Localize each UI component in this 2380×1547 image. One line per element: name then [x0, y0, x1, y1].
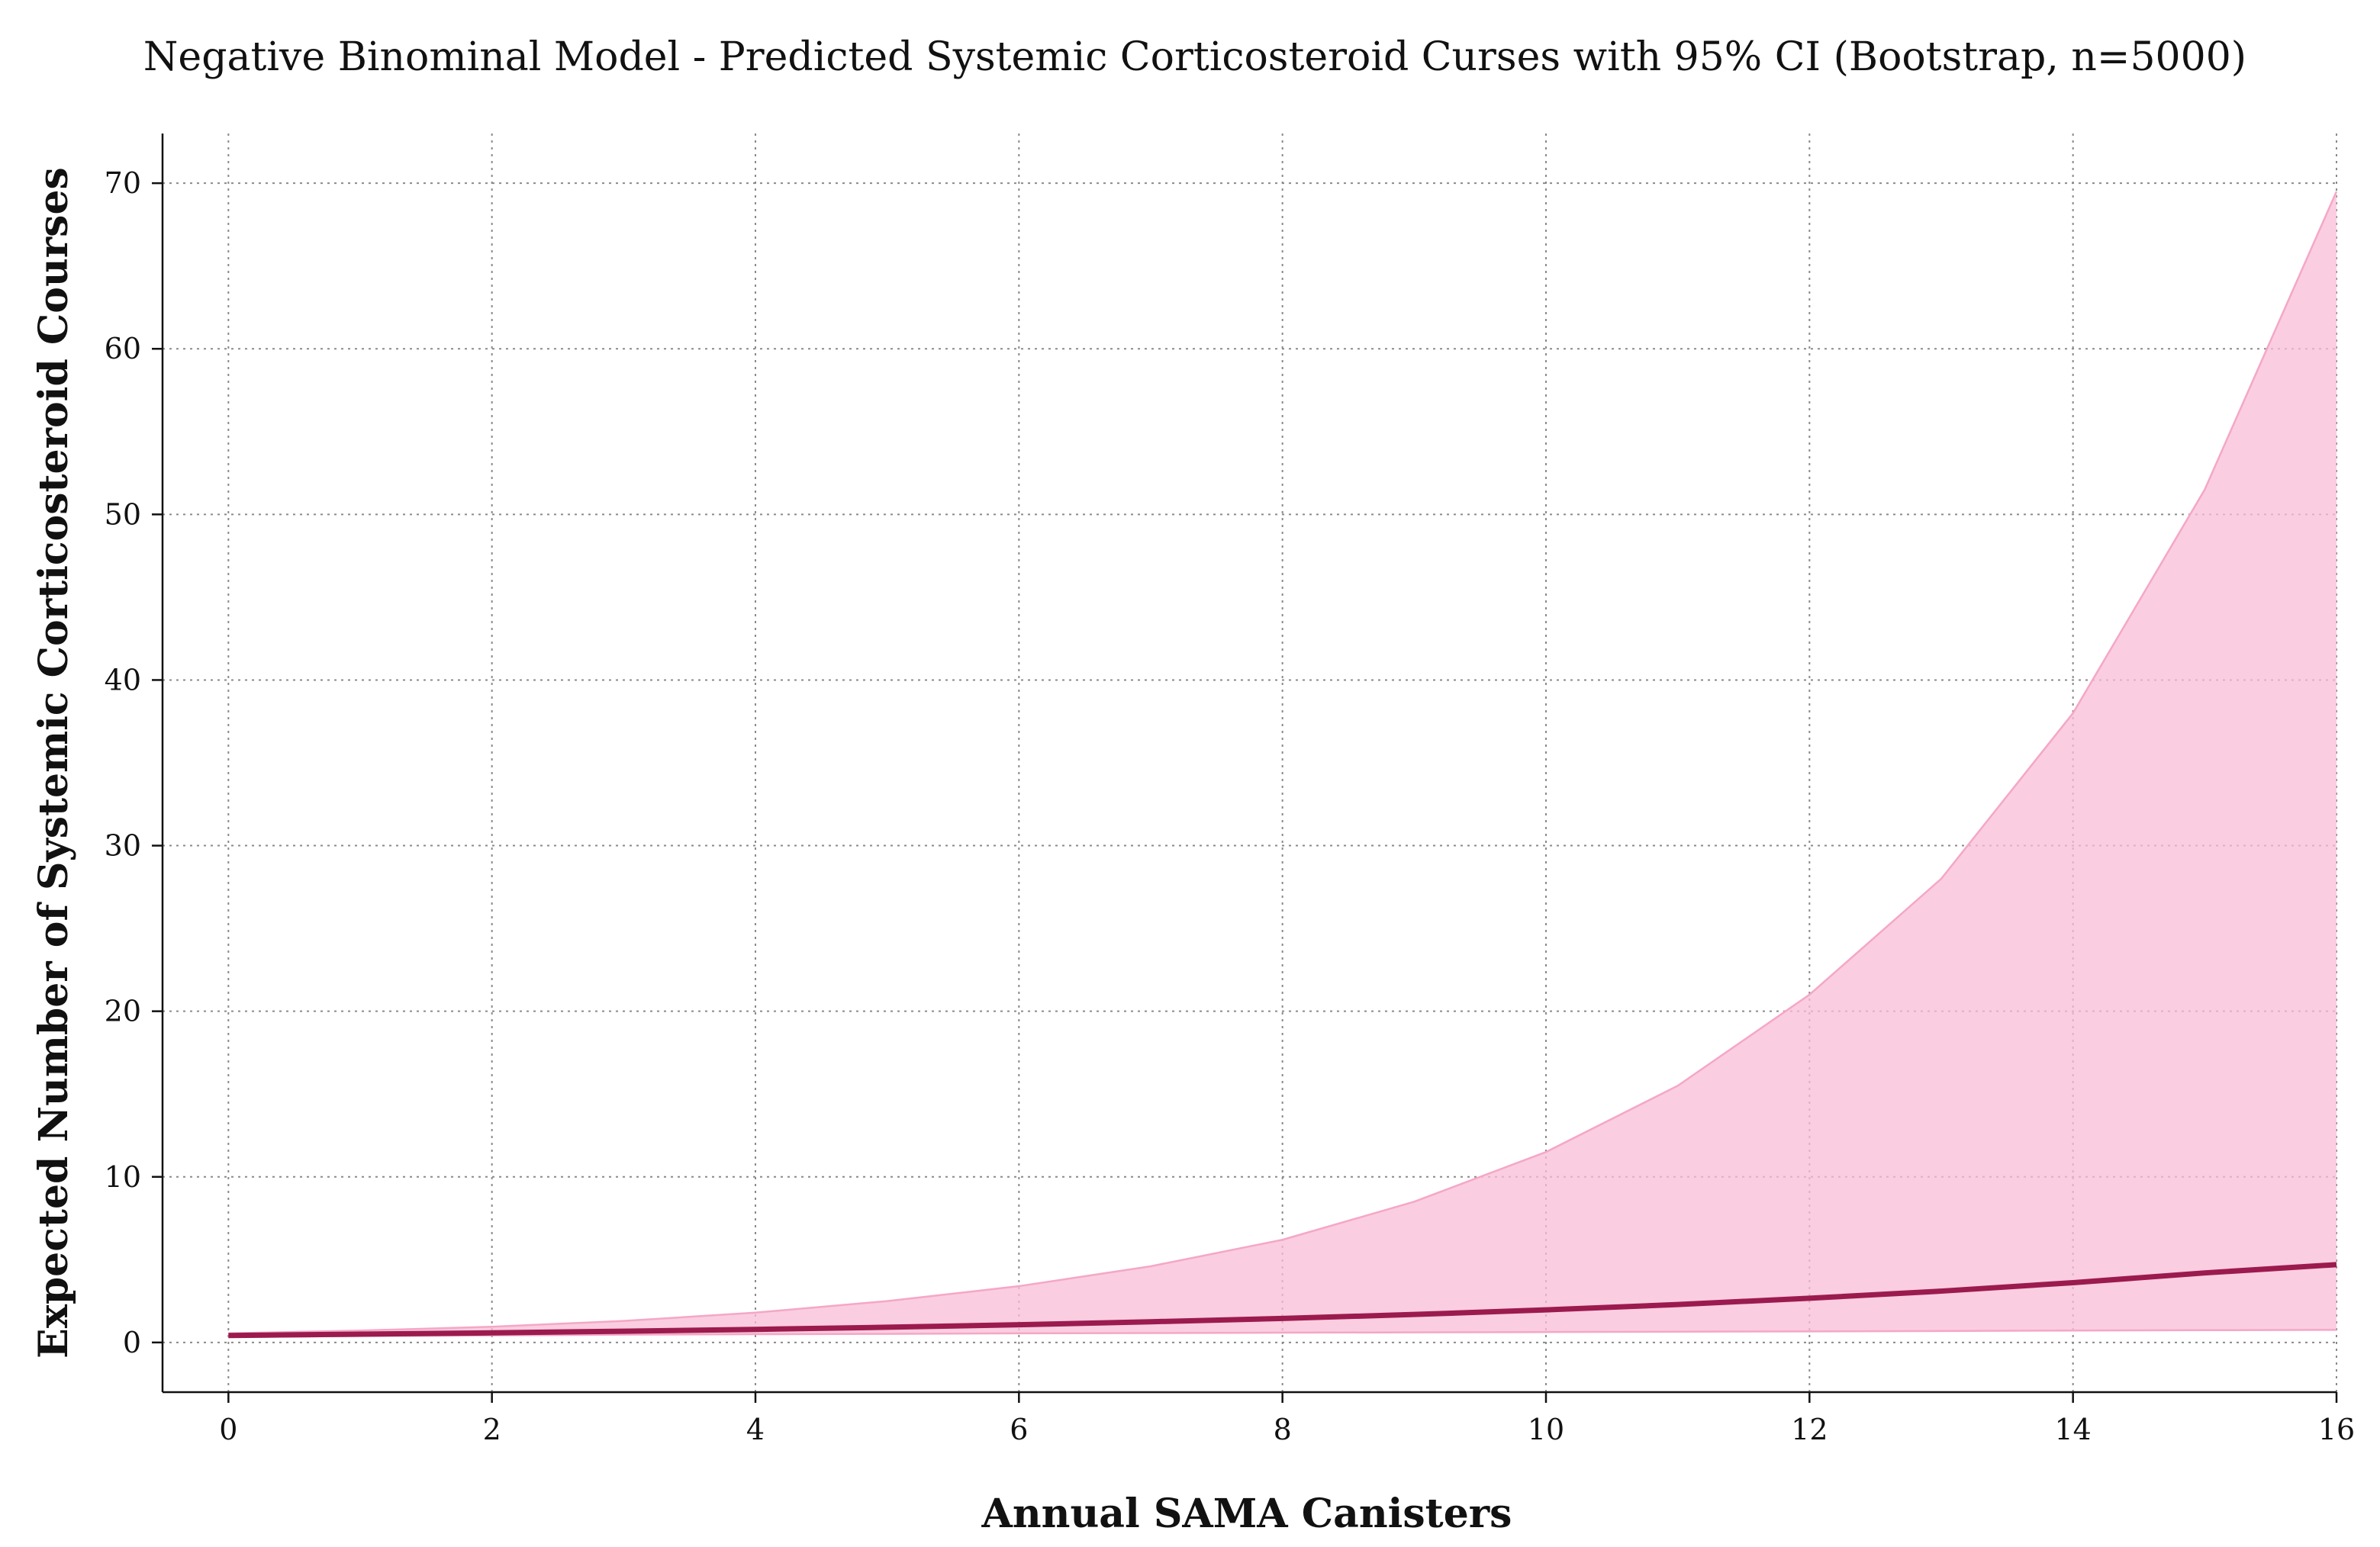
x-axis-ticks: 0 2 4 6 8 10 12 14 16 [219, 1392, 2355, 1446]
x-tick-label-0: 0 [219, 1413, 237, 1446]
y-axis-ticks: 0 10 20 30 40 50 60 70 [105, 166, 163, 1359]
x-tick-label-4: 4 [746, 1413, 765, 1446]
ci-lower-edge [228, 1329, 2337, 1338]
x-tick-label-2: 2 [483, 1413, 501, 1446]
y-tick-label-40: 40 [105, 663, 141, 696]
y-tick-label-70: 70 [105, 166, 141, 200]
y-tick-label-60: 60 [105, 332, 141, 365]
grid-lines [163, 133, 2337, 1392]
x-tick-label-16: 16 [2318, 1413, 2355, 1446]
series-line-layer [228, 1262, 2337, 1339]
y-tick-label-20: 20 [105, 995, 141, 1028]
confidence-band-layer [228, 191, 2338, 1338]
x-tick-label-10: 10 [1528, 1413, 1564, 1446]
x-tick-label-8: 8 [1274, 1413, 1292, 1446]
ci-upper-edge [228, 191, 2338, 1335]
chart-title: Negative Binominal Model - Predicted Sys… [143, 34, 2246, 80]
x-tick-label-14: 14 [2054, 1413, 2091, 1446]
x-tick-label-6: 6 [1010, 1413, 1028, 1446]
y-tick-label-10: 10 [105, 1160, 141, 1194]
axes [161, 133, 2337, 1394]
y-tick-label-0: 0 [123, 1326, 141, 1359]
y-axis-label: Expected Number of Systemic Corticostero… [31, 167, 77, 1359]
x-axis-label: Annual SAMA Canisters [981, 1491, 1512, 1537]
series-line-predicted [228, 1262, 2337, 1339]
ci-band [228, 191, 2337, 1337]
x-tick-label-12: 12 [1791, 1413, 1828, 1446]
y-tick-label-50: 50 [105, 497, 141, 531]
y-tick-label-30: 30 [105, 829, 141, 863]
